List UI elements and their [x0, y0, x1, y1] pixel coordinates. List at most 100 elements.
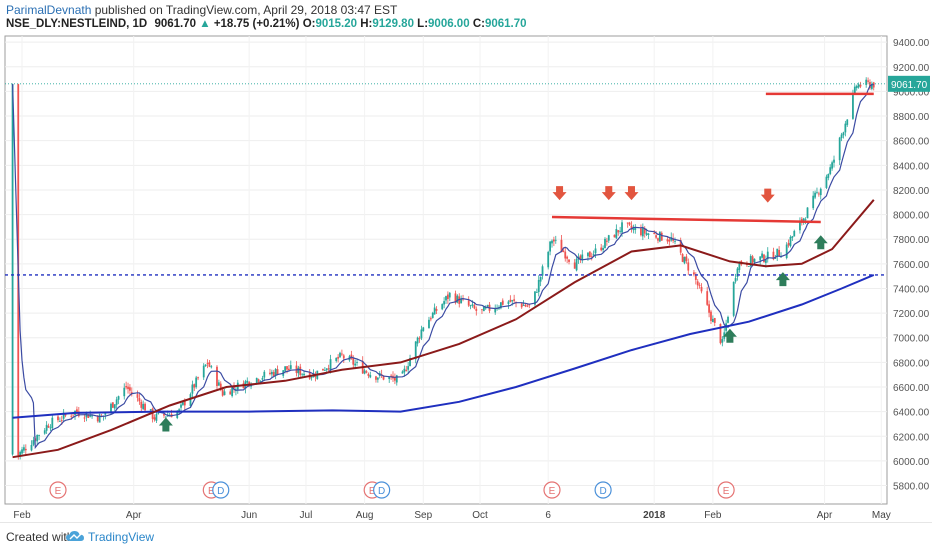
candle [356, 358, 358, 366]
candle-body [520, 303, 523, 308]
candle [467, 296, 470, 307]
candle [547, 250, 550, 270]
candle [127, 382, 129, 394]
symbol-info: NSE_DLY:NESTLEIND, 1D 9061.70 ▲ +18.75 (… [6, 18, 527, 30]
candle [433, 303, 436, 315]
dividend-marker[interactable]: D [373, 481, 391, 499]
candle-body [164, 416, 167, 418]
candle [763, 253, 765, 263]
dividend-marker[interactable]: D [594, 481, 612, 499]
candle [36, 434, 39, 446]
candle-body [842, 132, 845, 136]
arrow-down-icon [601, 186, 616, 201]
candle [367, 372, 370, 379]
candle-body [481, 309, 483, 311]
candle-body [420, 329, 423, 339]
candle-body [657, 238, 659, 241]
candle [217, 379, 220, 386]
candle-body [111, 402, 114, 408]
candle [409, 354, 411, 367]
candle-body [221, 389, 224, 396]
candle [286, 366, 288, 374]
candle [303, 371, 305, 377]
candle-body [113, 404, 116, 409]
candle [443, 297, 446, 309]
candle-body [301, 373, 304, 375]
candle-body [573, 262, 576, 269]
candle-body [96, 416, 99, 422]
price-chart[interactable]: 9400.00 9200.00 9000.00 8800.00 8600.00 8400.… [0, 34, 932, 522]
candle-body [210, 366, 213, 368]
earnings-marker[interactable]: E [49, 481, 67, 499]
candle-body [819, 188, 822, 196]
candle-body [473, 305, 476, 309]
candle-body [433, 307, 436, 315]
dividend-marker[interactable]: D [212, 481, 230, 499]
earnings-marker[interactable]: E [543, 481, 561, 499]
candle-body [766, 251, 769, 260]
candle-body [183, 401, 186, 406]
price-label-box [888, 75, 930, 92]
close-label: C: [472, 18, 485, 30]
candle-body [87, 414, 90, 418]
candle-body [365, 371, 368, 373]
candle [537, 275, 540, 297]
candle-body [337, 356, 340, 359]
chart-header: ParimalDevnath published on TradingView.… [0, 0, 932, 34]
arrow-up-icon [813, 235, 828, 250]
candle [337, 354, 340, 363]
candle-body [727, 316, 729, 323]
candle [524, 303, 527, 308]
candle-body [581, 254, 584, 261]
candle [125, 381, 128, 390]
candle-body [812, 195, 815, 209]
candle [812, 191, 815, 211]
tradingview-brand[interactable]: TradingView [88, 530, 155, 544]
candle-body [431, 312, 434, 318]
candle [416, 336, 419, 347]
candle-body [711, 318, 714, 323]
candle-body [288, 368, 290, 371]
candle [626, 222, 629, 228]
candle-body [486, 305, 489, 307]
candle-body [668, 239, 671, 242]
candle-body [409, 358, 411, 366]
candle-body [261, 378, 264, 380]
author-link[interactable]: ParimalDevnath [6, 3, 92, 17]
candle [138, 393, 141, 405]
x-tick-label: Apr [126, 510, 142, 521]
candle [144, 402, 146, 411]
candle [615, 224, 618, 240]
candle-body [831, 162, 834, 169]
candle-body [568, 259, 570, 262]
symbol-name[interactable]: NSE_DLY:NESTLEIND, 1D [6, 18, 148, 30]
candle [604, 237, 606, 249]
candle-body [204, 364, 207, 367]
candle [634, 224, 637, 234]
candle-body [47, 425, 50, 428]
earnings-marker[interactable]: E [717, 481, 735, 499]
candle-body [297, 367, 300, 374]
x-tick-label: Aug [356, 510, 374, 521]
candle [111, 401, 114, 409]
candle [235, 386, 237, 396]
candle-body [130, 392, 133, 394]
candle-body [23, 447, 25, 451]
candle [710, 309, 712, 325]
candle [263, 370, 266, 382]
y-tick-label: 9400.00 [893, 38, 930, 49]
candle [630, 221, 633, 233]
candle [473, 303, 476, 310]
candle-body [255, 377, 258, 383]
candle [681, 253, 684, 263]
candle [588, 251, 591, 258]
candle-body [51, 417, 54, 429]
candle [274, 368, 277, 380]
candle-body [787, 242, 790, 246]
candle [469, 304, 472, 310]
candle-body [72, 414, 75, 416]
candle-body [405, 369, 408, 371]
candle-body [335, 357, 338, 361]
candle-body [395, 375, 398, 383]
candle [142, 400, 145, 410]
